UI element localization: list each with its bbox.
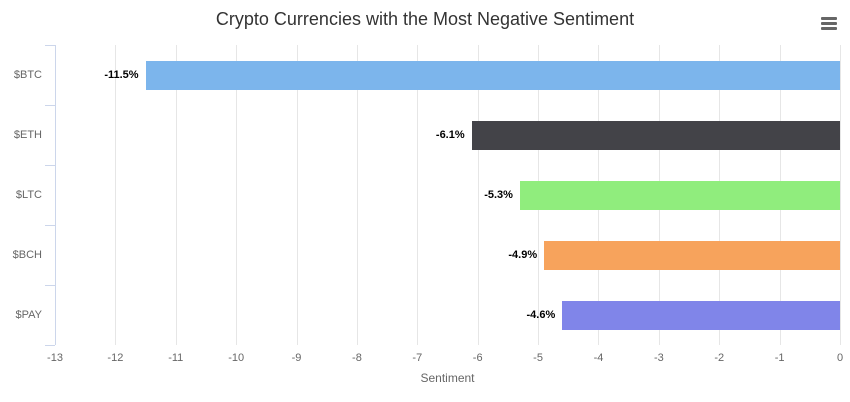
- gridline: [115, 45, 117, 345]
- x-tick-label: -9: [291, 352, 302, 364]
- hamburger-bar: [821, 21, 837, 25]
- hamburger-bar: [821, 26, 837, 30]
- x-tick-label: 0: [836, 352, 844, 364]
- category-axis-line: [55, 45, 56, 345]
- x-tick-label: -12: [107, 352, 124, 364]
- x-tick-label: -1: [774, 352, 785, 364]
- x-tick-label: -13: [47, 352, 63, 364]
- category-label: $BCH: [12, 249, 42, 261]
- gridline: [840, 45, 841, 345]
- category-axis-tick: [45, 225, 55, 226]
- chart-title: Crypto Currencies with the Most Negative…: [215, 9, 635, 29]
- x-tick-label: -7: [412, 352, 423, 364]
- x-tick-label: -2: [714, 352, 725, 364]
- gridline: [236, 45, 238, 345]
- bar-data-label: -6.1%: [435, 129, 465, 141]
- x-tick-label: -5: [533, 352, 543, 364]
- x-tick-label: -10: [228, 352, 245, 364]
- category-axis-tick: [45, 285, 55, 286]
- x-tick-label: -6: [472, 352, 483, 364]
- category-label: $ETH: [13, 129, 42, 141]
- x-tick-label: -4: [593, 352, 604, 364]
- category-axis-tick: [45, 105, 55, 106]
- hamburger-menu-icon[interactable]: [817, 13, 841, 33]
- bar[interactable]: [145, 60, 840, 90]
- x-tick-label: -11: [168, 352, 184, 364]
- category-axis-tick: [45, 45, 55, 46]
- category-label: $PAY: [15, 309, 43, 321]
- gridline: [175, 45, 177, 345]
- x-tick-label: -8: [352, 352, 362, 364]
- bar-data-label: -4.9%: [508, 249, 538, 261]
- bar[interactable]: [562, 300, 840, 330]
- category-label: $BTC: [13, 69, 42, 81]
- x-axis-title: Sentiment: [420, 371, 475, 385]
- category-axis-tick: [45, 165, 55, 166]
- bar-data-label: -11.5%: [104, 69, 139, 81]
- category-label: $LTC: [15, 189, 42, 201]
- x-tick-label: -3: [653, 352, 664, 364]
- gridline: [356, 45, 358, 345]
- hamburger-bar: [821, 16, 837, 20]
- bar[interactable]: [471, 120, 840, 150]
- bar[interactable]: [544, 240, 840, 270]
- category-axis-tick: [45, 345, 55, 346]
- gridline: [417, 45, 419, 345]
- bar-data-label: -4.6%: [526, 309, 556, 321]
- gridline: [296, 45, 298, 345]
- bar-data-label: -5.3%: [484, 189, 513, 201]
- bar[interactable]: [519, 180, 840, 210]
- gridline: [477, 45, 479, 345]
